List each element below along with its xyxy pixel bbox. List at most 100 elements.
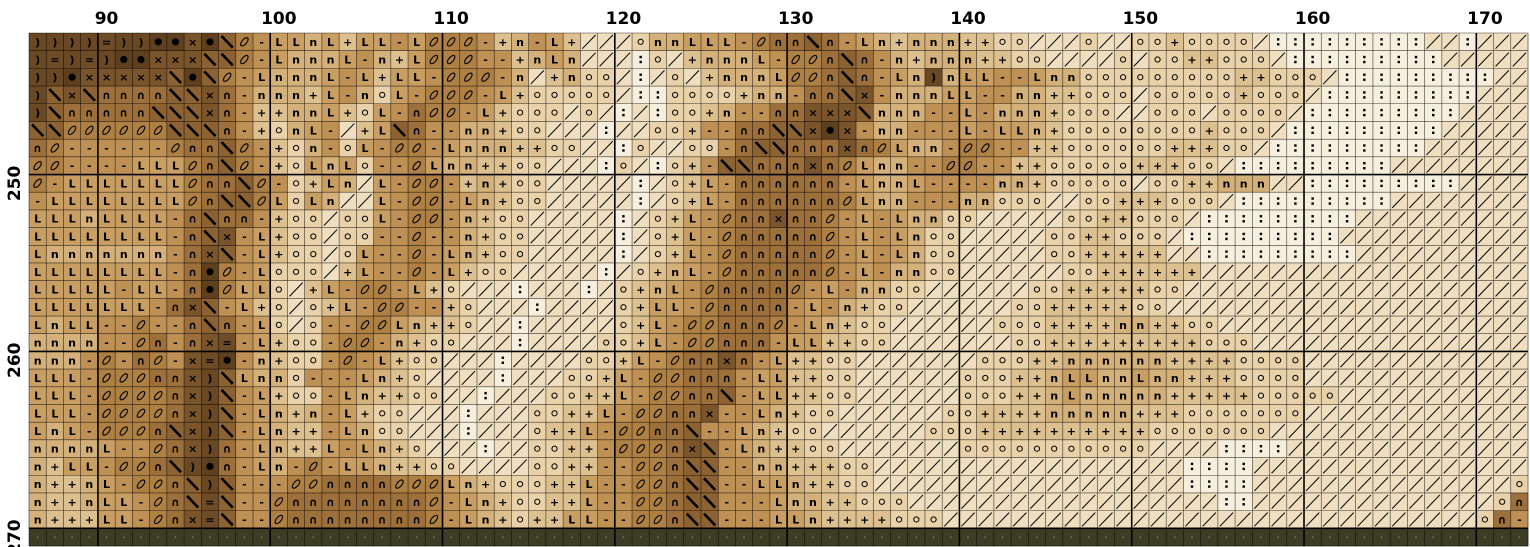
svg-text:+: + bbox=[274, 248, 283, 261]
pattern-cell bbox=[304, 528, 323, 547]
pattern-cell: - bbox=[873, 86, 891, 105]
pattern-cell bbox=[287, 227, 305, 246]
pattern-cell bbox=[1131, 103, 1150, 122]
pattern-cell bbox=[924, 262, 943, 281]
pattern-cell bbox=[821, 386, 840, 405]
svg-text:+: + bbox=[498, 177, 507, 190]
pattern-cell bbox=[769, 316, 788, 335]
pattern-cell bbox=[1372, 174, 1391, 193]
pattern-cell: + bbox=[494, 121, 512, 140]
pattern-cell: L bbox=[29, 316, 47, 335]
svg-text:-: - bbox=[87, 160, 92, 173]
pattern-cell: L bbox=[29, 227, 47, 246]
pattern-cell bbox=[287, 475, 305, 494]
pattern-cell bbox=[63, 121, 81, 140]
pattern-cell bbox=[29, 121, 47, 140]
pattern-cell bbox=[528, 475, 547, 494]
pattern-cell: n bbox=[408, 316, 426, 335]
pattern-cell bbox=[184, 121, 202, 140]
pattern-cell: ∩ bbox=[752, 209, 771, 228]
pattern-cell bbox=[1493, 280, 1512, 299]
pattern-cell bbox=[907, 422, 926, 441]
svg-text:-: - bbox=[742, 36, 747, 49]
pattern-cell: L bbox=[304, 192, 323, 211]
pattern-cell bbox=[545, 245, 564, 264]
pattern-cell bbox=[1097, 492, 1115, 511]
svg-text:n: n bbox=[309, 54, 317, 67]
pattern-cell bbox=[683, 510, 702, 529]
pattern-cell bbox=[166, 86, 185, 105]
pattern-cell: L bbox=[63, 298, 81, 317]
pattern-cell: n bbox=[890, 174, 909, 193]
pattern-cell: n bbox=[29, 475, 47, 494]
pattern-cell bbox=[700, 439, 719, 458]
pattern-cell bbox=[1424, 386, 1443, 405]
pattern-cell bbox=[1114, 68, 1133, 87]
column-label: 160 bbox=[1295, 9, 1331, 29]
pattern-cell: n bbox=[1045, 404, 1064, 423]
pattern-cell bbox=[29, 156, 47, 175]
pattern-cell bbox=[838, 528, 857, 547]
pattern-cell bbox=[1407, 174, 1425, 193]
pattern-cell bbox=[787, 280, 805, 299]
pattern-cell: L bbox=[545, 50, 564, 69]
svg-text:n: n bbox=[292, 71, 300, 84]
pattern-cell: n bbox=[769, 404, 788, 423]
pattern-cell bbox=[63, 68, 81, 87]
pattern-cell bbox=[666, 386, 685, 405]
svg-text:∩: ∩ bbox=[740, 177, 749, 190]
svg-text:L: L bbox=[344, 160, 351, 173]
pattern-cell: + bbox=[1183, 50, 1201, 69]
pattern-cell bbox=[1407, 439, 1425, 458]
pattern-cell: ∩ bbox=[218, 439, 237, 458]
pattern-cell: n bbox=[666, 262, 685, 281]
pattern-cell bbox=[976, 492, 995, 511]
pattern-cell: - bbox=[252, 156, 271, 175]
pattern-cell: L bbox=[787, 333, 805, 352]
pattern-cell bbox=[942, 404, 960, 423]
pattern-cell: + bbox=[563, 404, 581, 423]
pattern-cell: - bbox=[735, 33, 753, 51]
pattern-cell bbox=[1493, 439, 1512, 458]
pattern-cell: n bbox=[46, 316, 64, 335]
pattern-cell bbox=[1114, 528, 1133, 547]
pattern-cell bbox=[1028, 510, 1046, 529]
pattern-cell bbox=[1510, 351, 1529, 370]
pattern-cell bbox=[1062, 475, 1081, 494]
pattern-cell bbox=[976, 262, 995, 281]
pattern-cell bbox=[1200, 439, 1219, 458]
pattern-cell: ∩ bbox=[735, 262, 753, 281]
pattern-cell: n bbox=[63, 245, 81, 264]
pattern-cell: ∩ bbox=[166, 369, 185, 388]
pattern-cell bbox=[1269, 50, 1288, 69]
pattern-cell bbox=[528, 386, 547, 405]
pattern-cell bbox=[1407, 50, 1425, 69]
pattern-cell bbox=[1321, 439, 1339, 458]
pattern-cell bbox=[856, 439, 874, 458]
pattern-cell: + bbox=[1217, 369, 1236, 388]
svg-text:∩: ∩ bbox=[223, 124, 232, 137]
pattern-cell bbox=[511, 492, 529, 511]
pattern-cell bbox=[528, 209, 547, 228]
pattern-cell bbox=[1476, 457, 1494, 476]
pattern-cell bbox=[1131, 33, 1150, 51]
pattern-cell bbox=[1459, 139, 1477, 158]
pattern-cell: L bbox=[115, 510, 133, 529]
svg-text:L: L bbox=[379, 195, 386, 208]
pattern-cell bbox=[218, 262, 237, 281]
pattern-cell bbox=[1166, 227, 1184, 246]
pattern-cell bbox=[201, 33, 219, 51]
pattern-cell: + bbox=[476, 156, 495, 175]
pattern-cell: n bbox=[890, 50, 909, 69]
pattern-cell: - bbox=[80, 422, 99, 441]
pattern-cell bbox=[907, 492, 926, 511]
svg-text:+: + bbox=[1032, 177, 1041, 190]
pattern-cell: + bbox=[339, 103, 357, 122]
pattern-cell bbox=[1372, 369, 1391, 388]
pattern-cell bbox=[1011, 262, 1029, 281]
pattern-cell bbox=[1217, 209, 1236, 228]
pattern-cell: + bbox=[1062, 333, 1081, 352]
svg-text:L: L bbox=[413, 71, 420, 84]
pattern-cell bbox=[1235, 245, 1253, 264]
pattern-cell: - bbox=[752, 492, 771, 511]
